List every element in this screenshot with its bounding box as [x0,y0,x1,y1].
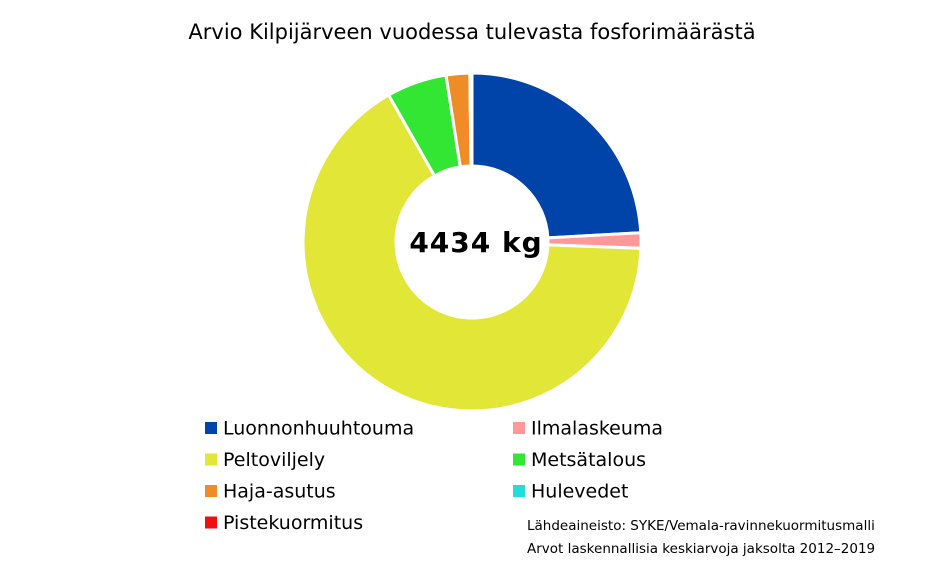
legend-label: Pistekuormitus [223,512,363,534]
legend-swatch [513,453,525,466]
chart-title: Arvio Kilpijärveen vuodessa tulevasta fo… [188,20,755,44]
legend-swatch [205,516,217,529]
legend-swatch [205,485,217,497]
legend-label: Ilmalaskeuma [531,418,663,440]
legend-label: Peltoviljely [223,449,325,471]
legend-swatch [205,453,217,466]
donut-slice [470,71,643,240]
legend-label: Hulevedet [531,481,628,503]
legend-swatch [513,485,525,497]
legend-swatch [205,422,217,434]
legend-swatch [513,422,525,434]
source-note: Arvot laskennallisia keskiarvoja jaksolt… [527,541,875,557]
donut-slice [301,92,643,413]
donut-slice [469,71,474,168]
source-note: Lähdeaineisto: SYKE/Vemala-ravinnekuormi… [527,518,875,534]
legend-label: Haja-asutus [223,481,336,503]
legend-label: Metsätalous [531,449,646,471]
legend-label: Luonnonhuuhtouma [223,418,414,440]
center-label: 4434 kg [409,226,542,259]
